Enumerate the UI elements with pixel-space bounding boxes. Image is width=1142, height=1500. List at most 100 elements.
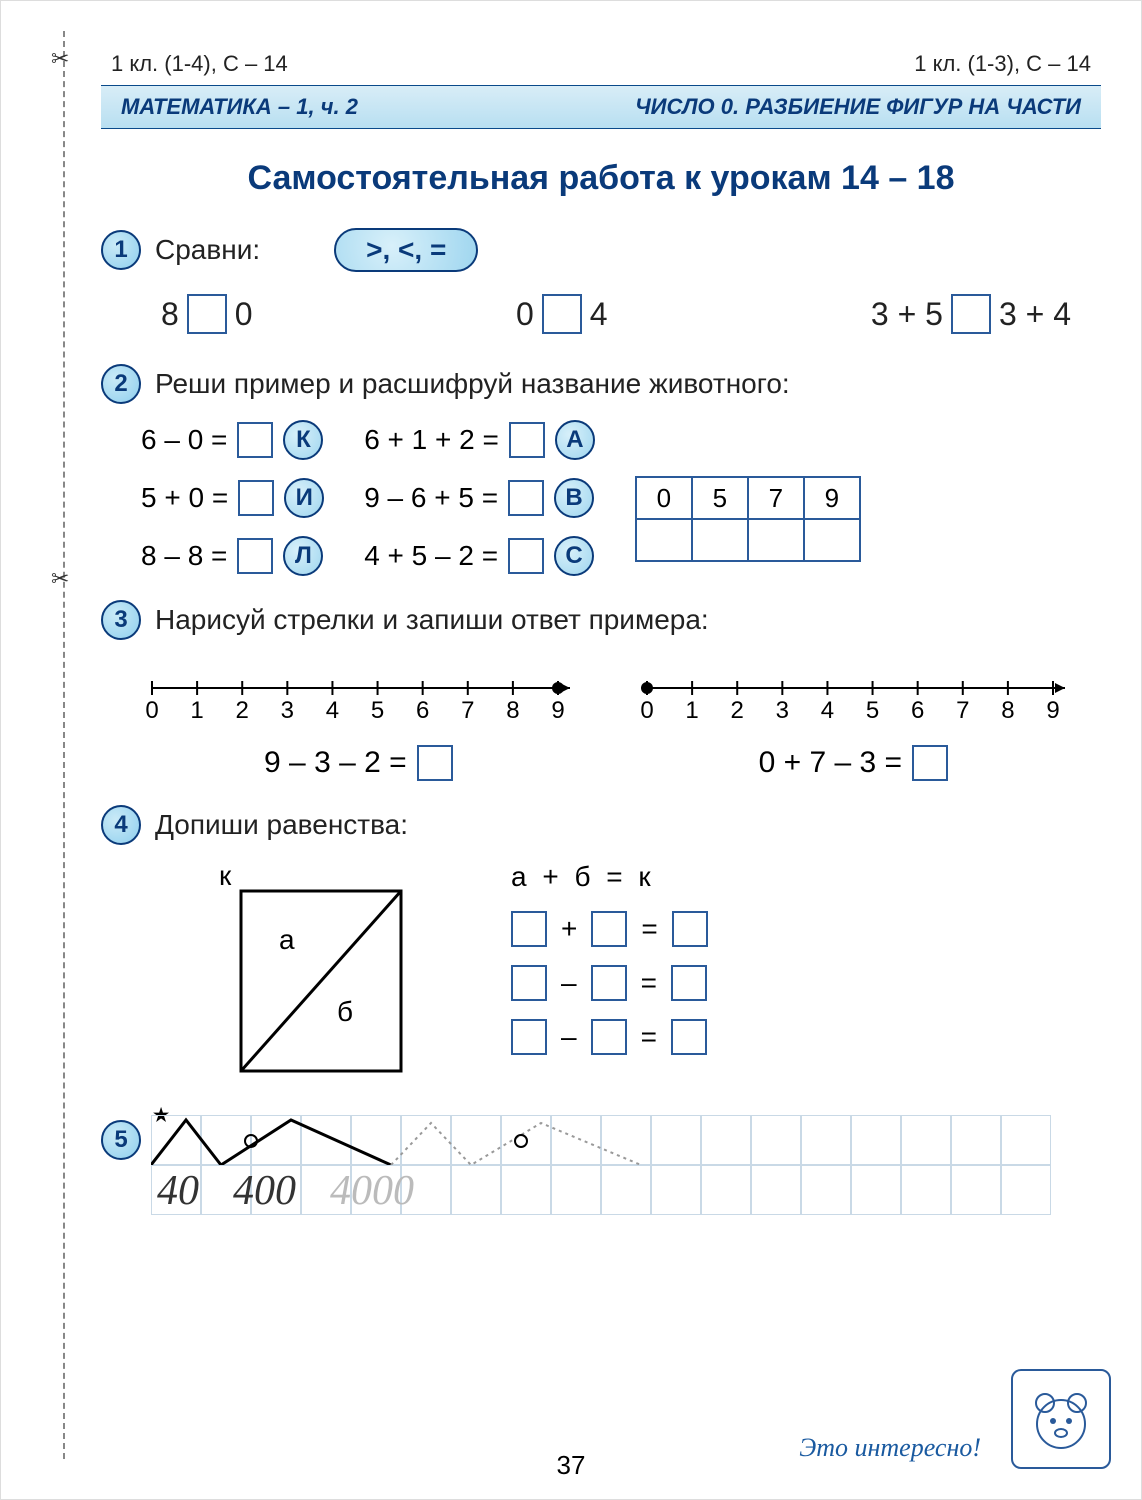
compare-item: 0 4 (516, 294, 608, 334)
writing-row: 40 400 4000 (157, 1167, 414, 1215)
table-row: 0 5 7 9 (636, 477, 860, 519)
task-3: 3 Нарисуй стрелки и запиши ответ примера… (101, 600, 1101, 781)
answer-box[interactable] (672, 911, 708, 947)
writing-grid[interactable]: 40 400 4000 (151, 1115, 1101, 1215)
cipher-cell[interactable] (748, 519, 804, 561)
meta-left: 1 кл. (1-4), С – 14 (111, 51, 288, 77)
meta-right: 1 кл. (1-3), С – 14 (914, 51, 1091, 77)
header-left: МАТЕМАТИКА – 1, ч. 2 (121, 94, 358, 120)
footer-note: Это интересно! (799, 1433, 981, 1463)
svg-text:б: б (337, 996, 353, 1027)
svg-text:0: 0 (146, 697, 159, 724)
writing-sample-faded: 4000 (330, 1167, 414, 1215)
answer-box[interactable] (591, 965, 627, 1001)
answer-box[interactable] (671, 1019, 707, 1055)
answer-box[interactable] (511, 1019, 547, 1055)
svg-text:0: 0 (641, 697, 654, 724)
cipher-header: 5 (692, 477, 748, 519)
svg-text:4: 4 (326, 697, 339, 724)
task-number: 5 (101, 1120, 141, 1160)
compare-right: 4 (590, 296, 608, 333)
numberline-equation: 9 – 3 – 2 = (264, 745, 453, 781)
task-label: Реши пример и расшифруй название животно… (155, 368, 790, 400)
numberline-block: 0123456789 9 – 3 – 2 = (131, 666, 586, 781)
letter-badge: В (554, 478, 594, 518)
compare-item: 3 + 5 3 + 4 (871, 294, 1071, 334)
answer-box[interactable] (511, 965, 547, 1001)
compare-left: 0 (516, 296, 534, 333)
equality-row: + = (511, 911, 708, 947)
svg-text:8: 8 (507, 697, 520, 724)
answer-box[interactable] (508, 480, 544, 516)
numberline-equation: 0 + 7 – 3 = (759, 745, 948, 781)
cipher-cell[interactable] (804, 519, 860, 561)
answer-box[interactable] (591, 1019, 627, 1055)
task-label: Нарисуй стрелки и запиши ответ примера: (155, 604, 709, 636)
equality-grid: а + б = к + = – = – (511, 861, 708, 1055)
expr: 0 + 7 – 3 = (759, 746, 902, 780)
letter-badge: Л (283, 536, 323, 576)
cipher-header: 0 (636, 477, 692, 519)
expr: 8 – 8 = (141, 540, 227, 572)
equality-row: – = (511, 1019, 708, 1055)
compare-right: 0 (235, 296, 253, 333)
svg-text:4: 4 (821, 697, 834, 724)
equation-row: 9 – 6 + 5 = В (364, 478, 595, 518)
page-meta-row: 1 кл. (1-4), С – 14 1 кл. (1-3), С – 14 (81, 51, 1101, 85)
svg-text:а: а (279, 924, 295, 955)
svg-text:9: 9 (552, 697, 565, 724)
mascot-icon (1011, 1369, 1111, 1469)
equals: = (641, 1021, 657, 1053)
operator-pill: >, <, = (334, 228, 478, 272)
svg-text:8: 8 (1002, 697, 1015, 724)
svg-text:1: 1 (686, 697, 699, 724)
equality-row: – = (511, 965, 708, 1001)
op: + (561, 913, 577, 945)
expr: 9 – 3 – 2 = (264, 746, 407, 780)
equation-row: 8 – 8 = Л (141, 536, 324, 576)
svg-text:6: 6 (416, 697, 429, 724)
svg-text:3: 3 (281, 697, 294, 724)
compare-left: 8 (161, 296, 179, 333)
cipher-header: 7 (748, 477, 804, 519)
page-number: 37 (557, 1450, 586, 1481)
task-2: 2 Реши пример и расшифруй название живот… (101, 364, 1101, 576)
svg-text:6: 6 (911, 697, 924, 724)
cipher-header: 9 (804, 477, 860, 519)
equation-row: 5 + 0 = И (141, 478, 324, 518)
task-label: Сравни: (155, 234, 260, 266)
letter-badge: И (284, 478, 324, 518)
equality-header: а + б = к (511, 861, 708, 893)
svg-text:2: 2 (731, 697, 744, 724)
answer-box[interactable] (511, 911, 547, 947)
answer-box[interactable] (951, 294, 991, 334)
scissors-icon: ✂ (51, 46, 69, 72)
cipher-cell[interactable] (692, 519, 748, 561)
cipher-cell[interactable] (636, 519, 692, 561)
task-number: 1 (101, 230, 141, 270)
zigzag-svg (151, 1115, 1051, 1165)
cipher-table: 0 5 7 9 (635, 476, 861, 562)
answer-box[interactable] (417, 745, 453, 781)
op: – (561, 967, 577, 999)
equals: = (641, 967, 657, 999)
answer-box[interactable] (542, 294, 582, 334)
expr: 6 – 0 = (141, 424, 227, 456)
answer-box[interactable] (238, 480, 274, 516)
answer-box[interactable] (508, 538, 544, 574)
answer-box[interactable] (671, 965, 707, 1001)
answer-box[interactable] (187, 294, 227, 334)
answer-box[interactable] (591, 911, 627, 947)
task-number: 3 (101, 600, 141, 640)
compare-item: 8 0 (161, 294, 253, 334)
answer-box[interactable] (237, 538, 273, 574)
letter-badge: А (555, 420, 595, 460)
answer-box[interactable] (509, 422, 545, 458)
answer-box[interactable] (237, 422, 273, 458)
expr: 4 + 5 – 2 = (364, 540, 498, 572)
writing-sample: 400 (233, 1167, 296, 1215)
compare-right: 3 + 4 (999, 296, 1071, 333)
answer-box[interactable] (912, 745, 948, 781)
numberline-block: 0123456789 0 + 7 – 3 = (626, 666, 1081, 781)
cut-line (63, 31, 65, 1459)
